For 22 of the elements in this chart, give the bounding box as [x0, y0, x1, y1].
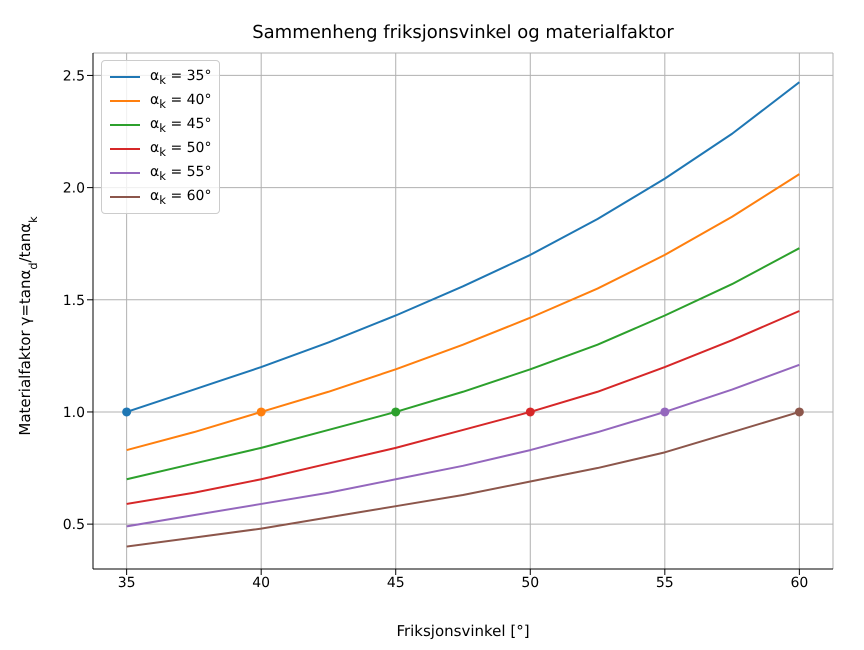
legend-label: α$_{k}$ = 35°	[150, 68, 212, 86]
x-tick-label: 50	[521, 574, 540, 591]
line-series	[126, 247, 800, 480]
line-series	[126, 364, 800, 528]
x-tick-label: 45	[386, 574, 405, 591]
chart-title: Sammenheng friksjonsvinkel og materialfaktor	[252, 22, 674, 43]
x-tick-label: 60	[790, 574, 808, 591]
legend-label: α$_{k}$ = 50°	[150, 140, 212, 158]
y-tick-label: 0.5	[62, 517, 85, 534]
x-axis-title: Friksjonsvinkel [°]	[396, 622, 530, 640]
y-tick-label: 2.5	[62, 68, 85, 84]
x-tick-label: 35	[118, 574, 136, 591]
legend-label: α$_{k}$ = 45°	[150, 116, 212, 134]
x-tick-label: 40	[252, 574, 270, 591]
legend-label: α$_{k}$ = 40°	[150, 92, 212, 110]
y-tick-label: 1.5	[62, 292, 85, 309]
y-tick-label: 1.0	[62, 404, 85, 421]
line-series	[126, 310, 800, 505]
y-tick-label: 2.0	[62, 180, 85, 197]
legend-label: α$_{k}$ = 55°	[150, 164, 212, 182]
legend-label: α$_{k}$ = 60°	[150, 188, 212, 206]
x-tick-label: 55	[656, 574, 674, 591]
